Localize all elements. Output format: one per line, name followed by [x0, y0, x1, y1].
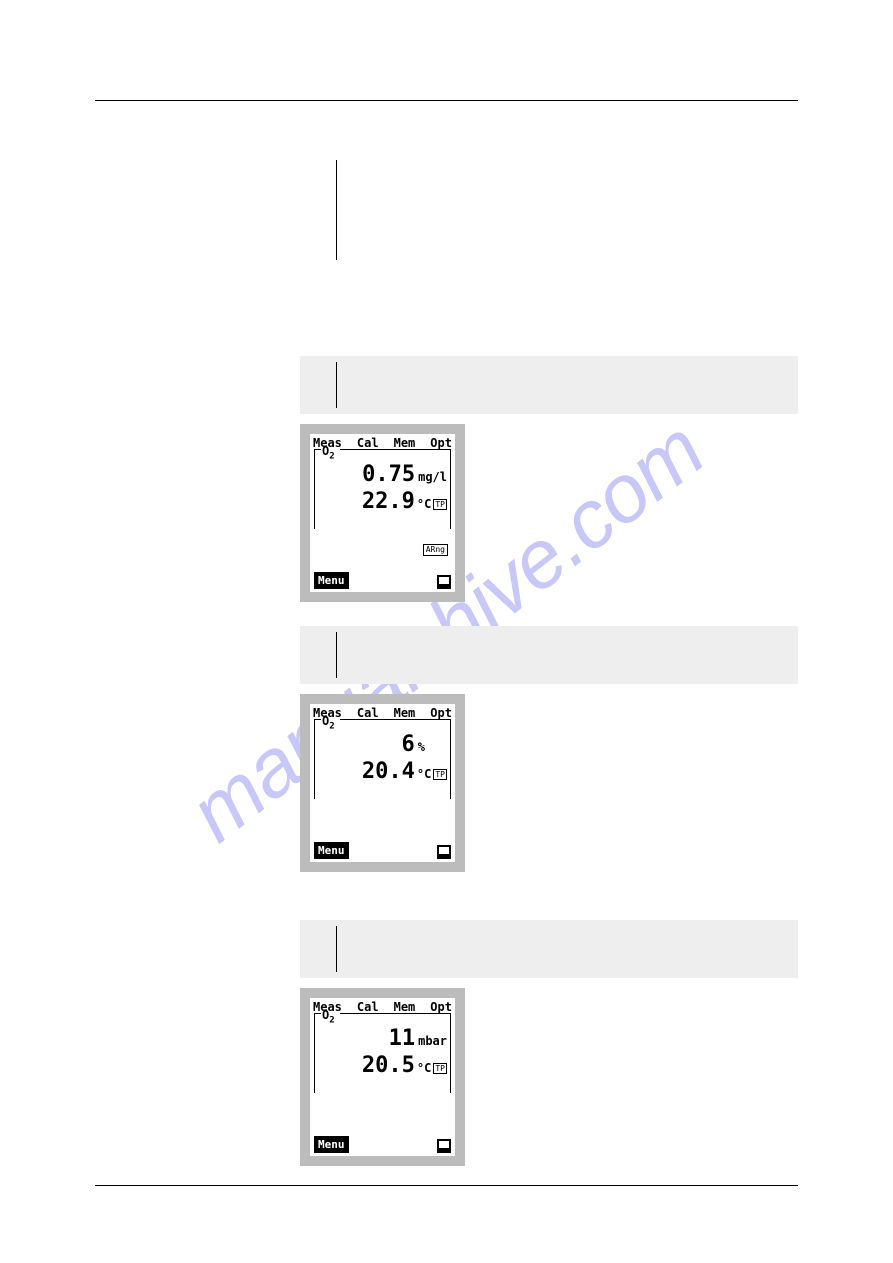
temperature-unit: °C	[417, 497, 431, 511]
tp-badge: TP	[433, 769, 447, 780]
status-icon	[437, 845, 451, 859]
primary-value: 11	[389, 1026, 416, 1051]
top-horizontal-rule	[95, 100, 798, 101]
lcd-screen-3: Meas Cal Mem Opt O2 11mbar 20.5°CTP Menu	[300, 988, 465, 1166]
temperature-unit: °C	[417, 1061, 431, 1075]
step-divider	[336, 926, 337, 972]
primary-unit: mbar	[418, 1034, 447, 1048]
step-block-1	[300, 356, 798, 414]
primary-unit: %	[418, 740, 425, 754]
menu-opt[interactable]: Opt	[430, 436, 452, 450]
lcd-inner: Meas Cal Mem Opt O2 0.75mg/l 22.9°CTP AR…	[310, 434, 455, 592]
channel-sub: 2	[329, 451, 334, 461]
lcd-inner: Meas Cal Mem Opt O2 11mbar 20.5°CTP Menu	[310, 998, 455, 1156]
primary-reading: 0.75mg/l	[310, 462, 447, 487]
primary-unit: mg/l	[418, 470, 447, 484]
step-divider	[336, 362, 337, 408]
menu-button[interactable]: Menu	[314, 842, 349, 859]
lcd-screen-1: Meas Cal Mem Opt O2 0.75mg/l 22.9°CTP AR…	[300, 424, 465, 602]
temperature-value: 22.9	[362, 489, 415, 514]
menu-mem[interactable]: Mem	[394, 706, 416, 720]
step-block-3	[300, 920, 798, 978]
menu-opt[interactable]: Opt	[430, 1000, 452, 1014]
menu-mem[interactable]: Mem	[394, 1000, 416, 1014]
tp-badge: TP	[433, 499, 447, 510]
bottom-horizontal-rule	[95, 1185, 798, 1186]
lcd-bottom-bar: Menu	[314, 1136, 451, 1153]
menu-button[interactable]: Menu	[314, 572, 349, 589]
menu-cal[interactable]: Cal	[357, 1000, 379, 1014]
arng-badge: ARng	[423, 544, 448, 556]
secondary-reading: 20.5°CTP	[310, 1053, 447, 1078]
lcd-bottom-bar: Menu	[314, 572, 451, 589]
lcd-screen-2: Meas Cal Mem Opt O2 6% 20.4°CTP Menu	[300, 694, 465, 872]
tp-badge: TP	[433, 1063, 447, 1074]
step-block-2	[300, 626, 798, 684]
menu-mem[interactable]: Mem	[394, 436, 416, 450]
status-icon	[437, 1139, 451, 1153]
primary-value: 6	[402, 732, 415, 757]
channel-sub: 2	[329, 1015, 334, 1025]
step-divider	[336, 632, 337, 678]
header-vertical-line	[336, 160, 337, 260]
channel-label: O2	[322, 1008, 335, 1025]
primary-reading: 6%	[310, 732, 425, 757]
status-icon	[437, 575, 451, 589]
menu-opt[interactable]: Opt	[430, 706, 452, 720]
primary-value: 0.75	[362, 462, 415, 487]
secondary-reading: 20.4°CTP	[310, 759, 447, 784]
menu-cal[interactable]: Cal	[357, 706, 379, 720]
temperature-value: 20.4	[362, 759, 415, 784]
channel-sub: 2	[329, 721, 334, 731]
lcd-inner: Meas Cal Mem Opt O2 6% 20.4°CTP Menu	[310, 704, 455, 862]
channel-label: O2	[322, 714, 335, 731]
temperature-value: 20.5	[362, 1053, 415, 1078]
channel-label: O2	[322, 444, 335, 461]
lcd-bottom-bar: Menu	[314, 842, 451, 859]
menu-button[interactable]: Menu	[314, 1136, 349, 1153]
secondary-reading: 22.9°CTP	[310, 489, 447, 514]
primary-reading: 11mbar	[310, 1026, 447, 1051]
temperature-unit: °C	[417, 767, 431, 781]
menu-cal[interactable]: Cal	[357, 436, 379, 450]
